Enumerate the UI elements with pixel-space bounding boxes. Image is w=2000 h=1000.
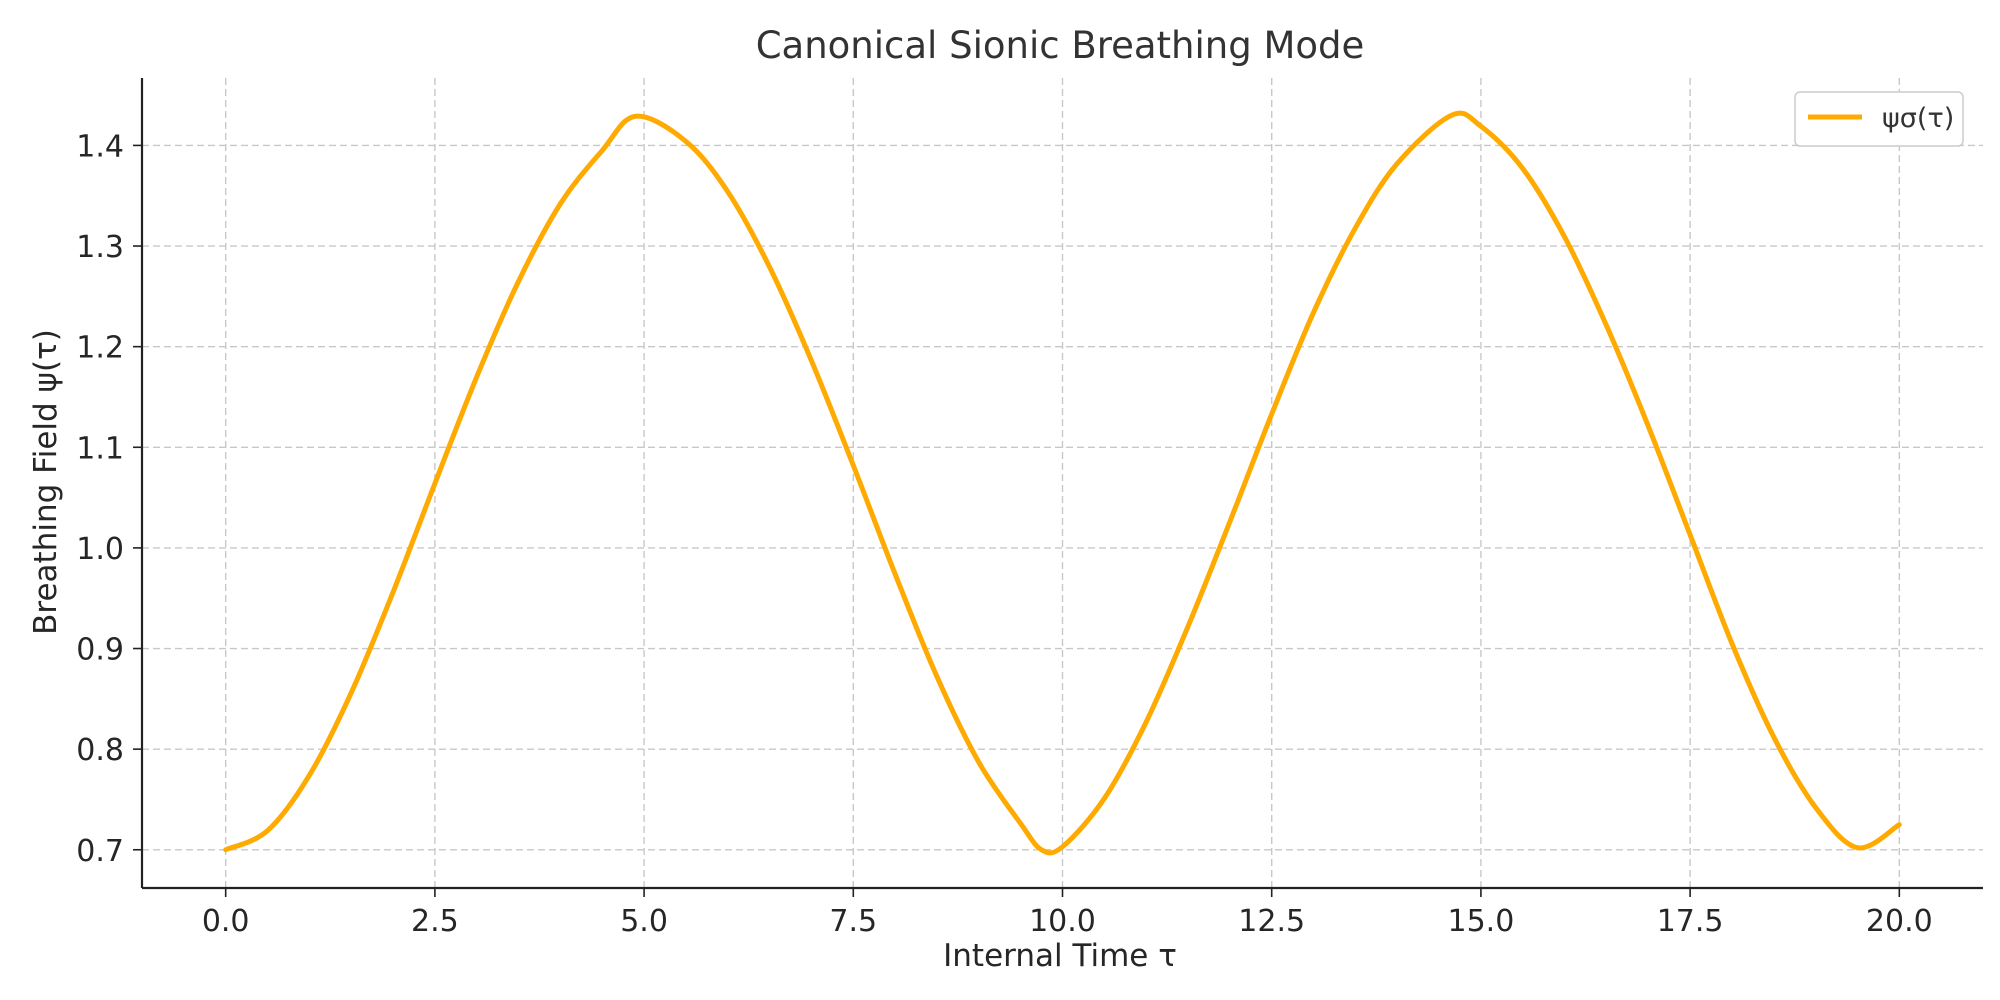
legend: ψσ(τ)	[1794, 91, 1964, 147]
x-tick-label: 17.5	[1657, 904, 1724, 939]
x-tick-label: 0.0	[202, 904, 250, 939]
grid-lines	[142, 78, 1983, 888]
y-tick-label: 1.3	[76, 230, 124, 265]
y-tick-label: 0.9	[76, 633, 124, 668]
y-tick-label: 1.1	[76, 431, 124, 466]
legend-box	[1794, 91, 1964, 147]
x-axis-label: Internal Time τ	[943, 938, 1177, 974]
x-tick-label: 15.0	[1448, 904, 1515, 939]
axes	[133, 78, 1983, 897]
x-tick-label: 2.5	[411, 904, 459, 939]
legend-label: ψσ(τ)	[1882, 103, 1954, 134]
x-tick-label: 7.5	[829, 904, 877, 939]
y-tick-label: 1.2	[76, 331, 124, 366]
series-line	[223, 110, 1902, 856]
y-tick-label: 0.8	[76, 733, 124, 768]
chart-title: Canonical Sionic Breathing Mode	[756, 24, 1365, 67]
x-tick-label: 10.0	[1029, 904, 1096, 939]
y-tick-label: 0.7	[76, 834, 124, 869]
x-tick-label: 20.0	[1866, 904, 1933, 939]
y-tick-label: 1.0	[76, 532, 124, 567]
tick-labels: 0.0 2.5 5.0 7.5 10.0 12.5 15.0 17.5 20.0 0.7 0.8 0.…	[76, 129, 1932, 939]
y-tick-label: 1.4	[76, 129, 124, 164]
y-axis-label: Breathing Field ψ(τ)	[28, 329, 64, 635]
data-series	[223, 110, 1902, 856]
x-tick-label: 12.5	[1238, 904, 1305, 939]
x-tick-label: 5.0	[620, 904, 668, 939]
